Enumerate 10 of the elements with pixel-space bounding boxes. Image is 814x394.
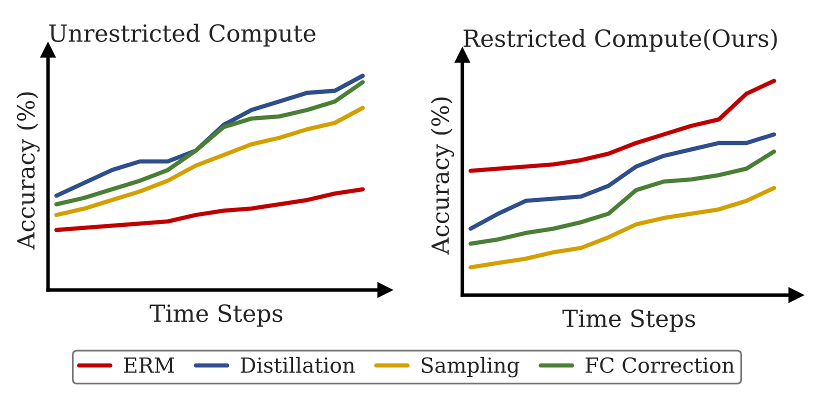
- y-axis-title: Accuracy (%): [16, 92, 40, 250]
- legend-label: Sampling: [422, 356, 520, 378]
- legend-label: Distillation: [240, 356, 355, 373]
- y-axis-title: Accuracy (%): [430, 98, 454, 255]
- x-axis-title: Time Steps: [562, 309, 696, 332]
- legend-label: FC Correction: [586, 357, 734, 373]
- x-axis-title: Time Steps: [150, 304, 282, 327]
- chart-title: Unrestricted Compute: [49, 24, 316, 47]
- chart-title: Restricted Compute(Ours): [464, 28, 777, 52]
- legend-label: ERM: [124, 358, 174, 373]
